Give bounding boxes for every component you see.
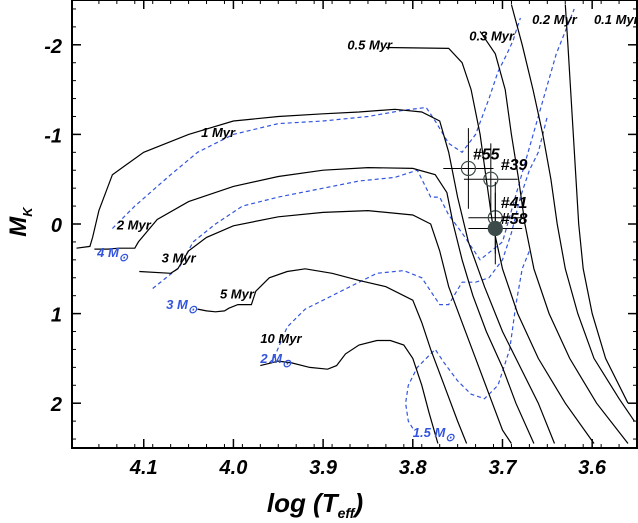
isochrone-0-3-myr [479,31,629,444]
x-axis-title: log (Teff) [267,488,363,521]
y-tick-label: -2 [44,36,62,58]
star-label: #55 [473,146,501,163]
y-axis-title-main: M [5,216,32,237]
isochrone-1-myr [76,108,556,444]
y-axis-title: MK [5,206,35,237]
isochrone-label: 2 Myr [116,217,152,232]
mass-track-4-m [111,17,521,229]
star-39 [463,143,518,216]
star-marker [483,171,499,187]
x-tick-label: 4.0 [219,457,248,479]
mass-track-label: 3 M⊙ [166,297,198,316]
mass-track-2-m [268,116,548,364]
star-58 [468,192,523,265]
x-tick-label: 3.6 [578,457,607,479]
isochrone-2-myr [94,166,535,444]
y-tick-label: 2 [50,394,62,416]
x-tick-label: 3.8 [399,457,428,479]
isochrone-3-myr [139,209,512,444]
isochrone-0-2-myr [510,4,635,422]
isochrone-label: 0.5 Myr [347,37,393,52]
isochrone-label: 0.1 Myr [594,12,638,27]
mass-track-label: 2 M⊙ [259,351,292,370]
isochrone-label: 5 Myr [220,286,255,301]
y-tick-label: 0 [51,215,62,237]
isochrone-10-myr [260,339,439,444]
star-marker [487,220,503,237]
isochrone-label: 10 Myr [260,331,302,346]
isochrone-5-myr [197,268,468,444]
isochrone-label: 0.3 Myr [469,28,515,43]
y-axis-title-sub: K [20,206,35,217]
x-axis-title-main: log (T [267,488,340,518]
isochrone-label: 1 Myr [201,125,236,140]
isochrone-label: 0.2 Myr [532,12,578,27]
star-label: #58 [501,211,528,228]
isochrone-0-5-myr [385,46,595,444]
x-axis-title-sub: eff [338,505,356,521]
x-axis-title-close: ) [351,488,363,518]
x-tick-label: 4.1 [129,457,158,479]
y-tick-label: 1 [51,305,62,327]
star-label: #39 [501,157,528,174]
y-tick-label: -1 [44,125,62,147]
isochrone-0-1-myr [564,4,629,404]
mass-track-label: 1.5 M⊙ [413,425,456,444]
star-label: #41 [501,195,528,212]
isochrone-label: 3 Myr [162,251,197,266]
star-marker [460,160,476,177]
star-55 [443,128,494,209]
mass-track-1-5-m [404,250,530,429]
x-tick-label: 3.7 [489,457,518,479]
x-tick-label: 3.9 [309,457,338,479]
